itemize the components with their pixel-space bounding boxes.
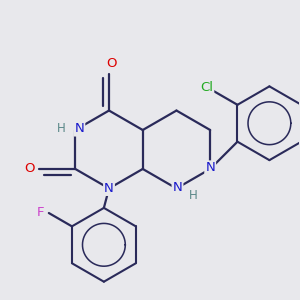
Text: N: N — [74, 122, 84, 136]
Text: N: N — [205, 161, 215, 174]
Text: H: H — [188, 189, 197, 202]
Text: H: H — [57, 122, 65, 136]
Text: O: O — [106, 57, 116, 70]
Text: N: N — [104, 182, 114, 195]
Text: Cl: Cl — [200, 81, 213, 94]
Text: O: O — [24, 163, 34, 176]
Text: N: N — [172, 181, 182, 194]
Text: F: F — [37, 206, 44, 218]
